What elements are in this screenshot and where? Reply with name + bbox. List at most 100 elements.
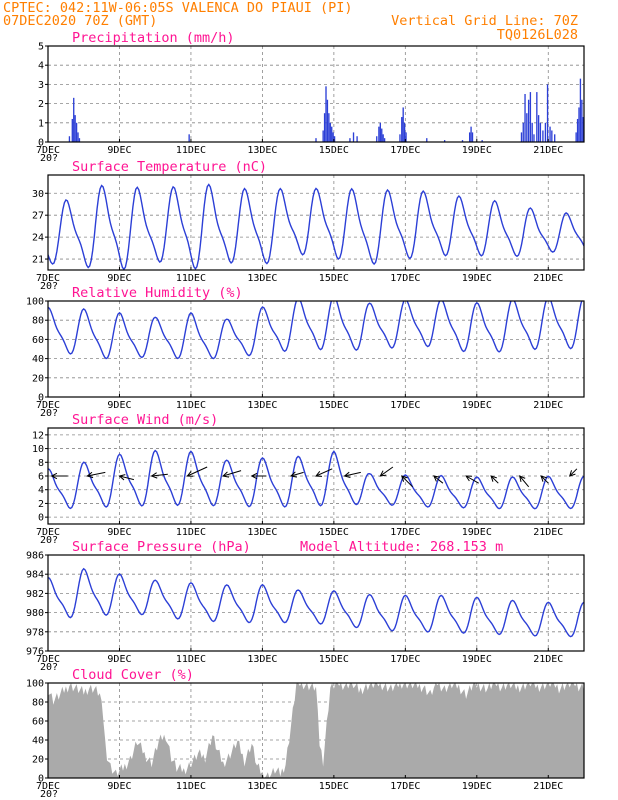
precip-bar xyxy=(399,134,401,142)
header-line1: CPTEC: 042:11W-06:05S VALENCA DO PIAUI (… xyxy=(3,0,353,16)
precip-bar xyxy=(332,132,334,142)
x-tick-label: 9DEC xyxy=(107,781,131,792)
x-tick-label: 7DEC xyxy=(36,654,60,665)
precip-bar xyxy=(71,118,73,142)
precip-bar xyxy=(471,132,474,142)
wind-arrow-shaft xyxy=(222,470,242,477)
x-tick-label: 19DEC xyxy=(462,145,492,156)
y-tick-label: 5 xyxy=(38,42,44,53)
precip-bar xyxy=(77,132,79,142)
y-tick-label: 2 xyxy=(38,499,44,510)
y-tick-label: 27 xyxy=(32,211,44,222)
precip-bar xyxy=(549,126,551,142)
panel-frame xyxy=(47,554,585,652)
wind-arrow xyxy=(314,468,333,477)
precip-bar xyxy=(329,122,331,142)
precip-bar xyxy=(546,84,549,142)
y-tick-label: 12 xyxy=(32,430,44,441)
wind-arrow xyxy=(186,466,208,477)
wind-arrow-head xyxy=(186,470,194,477)
x-tick-label: 9DEC xyxy=(107,273,131,284)
x-tick-label: 11DEC xyxy=(176,400,206,411)
panel-title: Surface Wind (m/s) xyxy=(72,412,218,428)
wind-arrow xyxy=(150,472,168,479)
precip-bar xyxy=(468,132,471,142)
x-tick-label: 21DEC xyxy=(533,654,563,665)
y-tick-label: 60 xyxy=(32,717,44,728)
y-tick-label: 80 xyxy=(32,316,44,327)
wind-arrow-head xyxy=(314,471,323,477)
precip-bar xyxy=(576,118,579,142)
precip-bar xyxy=(356,136,358,142)
wind-arrow-shaft xyxy=(519,475,530,488)
wind-arrow-head xyxy=(568,470,576,477)
x-tick-label: 11DEC xyxy=(176,145,206,156)
x-tick-label: 21DEC xyxy=(533,145,563,156)
x-year-label: 20? xyxy=(40,281,58,292)
x-year-label: 20? xyxy=(40,408,58,419)
x-tick-label: 13DEC xyxy=(247,781,277,792)
precip-bar xyxy=(402,107,404,142)
y-tick-label: 0 xyxy=(38,138,44,149)
precip-bar xyxy=(75,122,78,142)
wind-arrow xyxy=(250,472,267,480)
x-tick-label: 11DEC xyxy=(176,781,206,792)
precip-bar xyxy=(323,113,326,142)
x-tick-label: 13DEC xyxy=(247,654,277,665)
panel-frame xyxy=(47,45,585,143)
cloud-cover-area xyxy=(48,683,584,778)
wind-arrow-shaft xyxy=(151,473,168,477)
series-line xyxy=(48,567,584,638)
precip-bar xyxy=(68,136,71,142)
wind-arrow xyxy=(568,468,578,477)
precip-bar xyxy=(526,113,528,142)
x-tick-label: 9DEC xyxy=(107,654,131,665)
x-tick-label: 21DEC xyxy=(533,781,563,792)
x-tick-label: 19DEC xyxy=(462,273,492,284)
precip-bar xyxy=(382,134,384,142)
y-tick-label: 4 xyxy=(38,61,44,72)
precip-bar xyxy=(443,140,446,142)
wind-arrow-head xyxy=(400,475,408,482)
precip-bar xyxy=(578,107,580,142)
x-tick-label: 19DEC xyxy=(462,400,492,411)
precip-bar xyxy=(328,113,330,142)
y-tick-label: 980 xyxy=(26,608,44,619)
y-tick-label: 4 xyxy=(38,485,44,496)
precip-bar xyxy=(78,138,81,142)
wind-arrow-shaft xyxy=(344,471,361,477)
panels-group: 0 12 3 4 5 7DEC 9DEC 11DEC 13DEC 15DEC 17DEC 19DEC 2… xyxy=(26,30,585,800)
wind-arrow-shaft xyxy=(119,475,134,481)
x-tick-label: 17DEC xyxy=(390,400,420,411)
y-tick-label: 21 xyxy=(32,255,44,266)
precip-bar xyxy=(401,117,403,142)
x-tick-label: 7DEC xyxy=(36,145,60,156)
wind-arrow-shaft xyxy=(540,475,549,484)
y-tick-label: 6 xyxy=(38,472,44,483)
wind-arrow-shaft xyxy=(569,468,578,477)
wind-arrow xyxy=(518,475,530,488)
y-tick-label: 100 xyxy=(26,679,44,690)
y-tick-label: 10 xyxy=(32,444,44,455)
wind-arrow-head xyxy=(379,470,387,477)
x-tick-label: 11DEC xyxy=(176,527,206,538)
precip-bar xyxy=(470,126,472,142)
wind-arrow xyxy=(379,466,394,477)
wind-arrow xyxy=(465,475,479,484)
wind-arrow xyxy=(86,471,106,479)
x-tick-label: 15DEC xyxy=(319,145,349,156)
y-tick-label: 0 xyxy=(38,513,44,524)
y-tick-label: 3 xyxy=(38,80,44,91)
precip-bar xyxy=(74,115,76,142)
header-grid-line-note: Vertical Grid Line: 70Z xyxy=(391,13,578,29)
precip-bar xyxy=(333,136,336,142)
x-tick-label: 11DEC xyxy=(176,654,206,665)
precip-bar xyxy=(378,126,380,142)
y-tick-label: 984 xyxy=(26,570,44,581)
panel-title: Surface Temperature (nC) xyxy=(72,159,267,175)
x-tick-label: 15DEC xyxy=(319,781,349,792)
wind-arrow xyxy=(50,472,68,480)
x-tick-label: 11DEC xyxy=(176,273,206,284)
wind-arrow-head xyxy=(343,471,351,478)
x-tick-label: 9DEC xyxy=(107,400,131,411)
